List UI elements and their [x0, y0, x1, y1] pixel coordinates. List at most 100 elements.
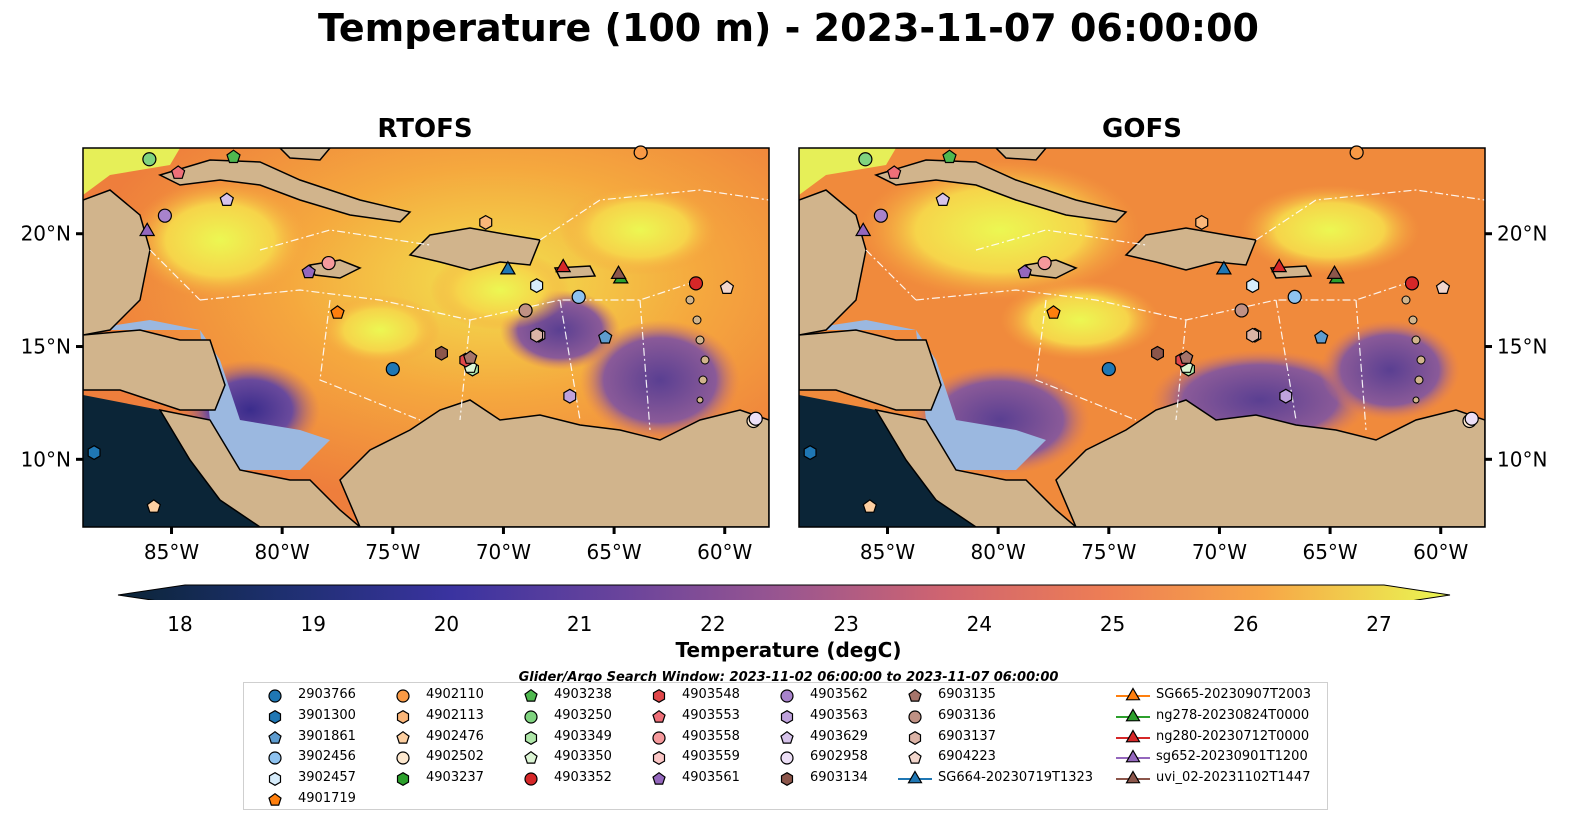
legend-symbol	[908, 751, 922, 765]
legend-symbol	[1125, 728, 1141, 743]
observation-marker-4903352	[1404, 276, 1420, 291]
observation-marker-uvi_02-20231102T1447	[610, 265, 627, 279]
lat-label: 15°N	[21, 335, 71, 359]
lon-label: 80°W	[971, 540, 1026, 564]
legend-symbol	[268, 709, 282, 724]
legend-symbol	[907, 770, 923, 784]
legend-label: 4903629	[810, 728, 868, 744]
observation-marker-4903561	[301, 264, 316, 279]
observation-marker-6904223	[719, 280, 735, 294]
legend-label: 4903558	[682, 728, 740, 744]
observation-marker-6903135	[1179, 350, 1194, 364]
legend-label: 4903237	[426, 770, 484, 786]
observation-marker-4903562	[873, 208, 888, 223]
main-title: Temperature (100 m) - 2023-11-07 06:00:0…	[317, 6, 1259, 50]
observation-marker-sg652-20230901T1200	[855, 222, 872, 237]
legend-symbol	[908, 710, 922, 724]
legend-symbol	[396, 730, 410, 744]
observation-marker-6903134	[1150, 345, 1165, 361]
colorbar-tick-label: 24	[966, 612, 993, 636]
legend-symbol	[780, 709, 794, 724]
legend-marker	[524, 688, 538, 702]
observation-marker-3901861	[598, 329, 613, 344]
legend-symbol	[780, 689, 794, 703]
warm-anomaly	[560, 185, 720, 275]
legend-symbol	[908, 730, 922, 745]
observation-marker-4902110	[1349, 145, 1364, 160]
eez-boundaries	[865, 189, 1485, 431]
lon-label: 60°W	[1413, 540, 1468, 564]
legend-symbol	[524, 710, 538, 724]
legend-symbol	[652, 751, 666, 766]
legend-symbol	[524, 772, 538, 786]
legend-marker	[1116, 687, 1150, 701]
legend-label: 3902456	[298, 749, 356, 765]
shelf-region	[799, 320, 1046, 470]
colorbar-tick-label: 20	[433, 612, 460, 636]
lon-label: 60°W	[697, 540, 752, 564]
legend-symbol	[524, 751, 538, 765]
observation-marker-4901719	[330, 305, 345, 319]
markers-layer	[87, 145, 1479, 513]
observation-marker-4902113	[479, 214, 493, 230]
observation-marker-6903135	[463, 350, 478, 364]
legend-label: 3901861	[298, 728, 356, 744]
observation-marker-ng280-20230712T0000	[1271, 258, 1288, 273]
legend-symbol	[268, 689, 282, 703]
lat-label: 20°N	[21, 222, 71, 246]
legend-symbol	[524, 730, 538, 745]
lon-label: 70°W	[476, 540, 531, 564]
legend-marker	[908, 730, 922, 745]
pacific-ocean	[83, 395, 260, 527]
observation-marker-SG664-20230719T1323	[499, 260, 516, 275]
panel-title-gofs: GOFS	[1102, 114, 1182, 144]
observation-marker-6902958	[748, 411, 763, 426]
legend-label: 4903548	[682, 687, 740, 702]
legend-label: 4903352	[554, 770, 612, 786]
observation-marker-6903137	[1246, 327, 1260, 343]
colorbar-tick-label: 23	[833, 612, 859, 636]
legend-marker	[268, 709, 282, 724]
rtofs-map-panel	[83, 148, 769, 527]
legend-symbol	[268, 751, 282, 765]
observation-marker-3902457	[1246, 278, 1260, 294]
warm-anomaly	[130, 180, 310, 300]
legend-symbol	[268, 730, 282, 744]
legend-symbol	[396, 772, 410, 787]
observation-marker-6902958	[1464, 411, 1479, 426]
observation-marker-4903250	[858, 152, 873, 167]
colorbar-label: Temperature (degC)	[675, 638, 902, 662]
legend-label: 4902476	[426, 728, 484, 744]
colorbar-tick-label: 19	[300, 612, 326, 636]
panel-title-rtofs: RTOFS	[377, 114, 473, 144]
legend-marker	[396, 730, 410, 744]
observation-marker-4902113	[1195, 214, 1209, 230]
observation-marker-4902110	[633, 145, 648, 160]
legend-symbol	[780, 772, 794, 787]
gofs-map-panel	[799, 148, 1485, 527]
observation-marker-SG664-20230719T1323	[1215, 260, 1232, 275]
legend-marker	[524, 730, 538, 745]
legend-symbol	[1125, 749, 1141, 763]
observation-marker-4903629	[935, 192, 951, 206]
legend-label: 4903562	[810, 687, 868, 702]
legend-marker	[396, 689, 410, 703]
hispaniola-land	[408, 227, 542, 271]
gofs-frame	[798, 147, 1486, 528]
colorbar-tick-label: 22	[700, 612, 726, 636]
lon-label: 70°W	[1192, 540, 1247, 564]
observation-marker-4903250	[142, 152, 157, 167]
observation-marker-4903238	[942, 149, 957, 164]
legend-marker	[780, 730, 794, 744]
legend-symbol	[652, 709, 666, 723]
colorbar-tick-label: 18	[167, 612, 193, 636]
honduras-land	[799, 329, 942, 411]
observation-marker-6903136	[1234, 303, 1249, 318]
legend-symbol	[1125, 687, 1141, 701]
legend-symbol	[396, 689, 410, 703]
colorbar-bar	[117, 584, 1451, 600]
colorbar-tick-label: 27	[1366, 612, 1392, 636]
observation-marker-3902456	[571, 289, 586, 304]
legend-label: 4903238	[554, 687, 612, 702]
legend-marker	[908, 751, 922, 765]
